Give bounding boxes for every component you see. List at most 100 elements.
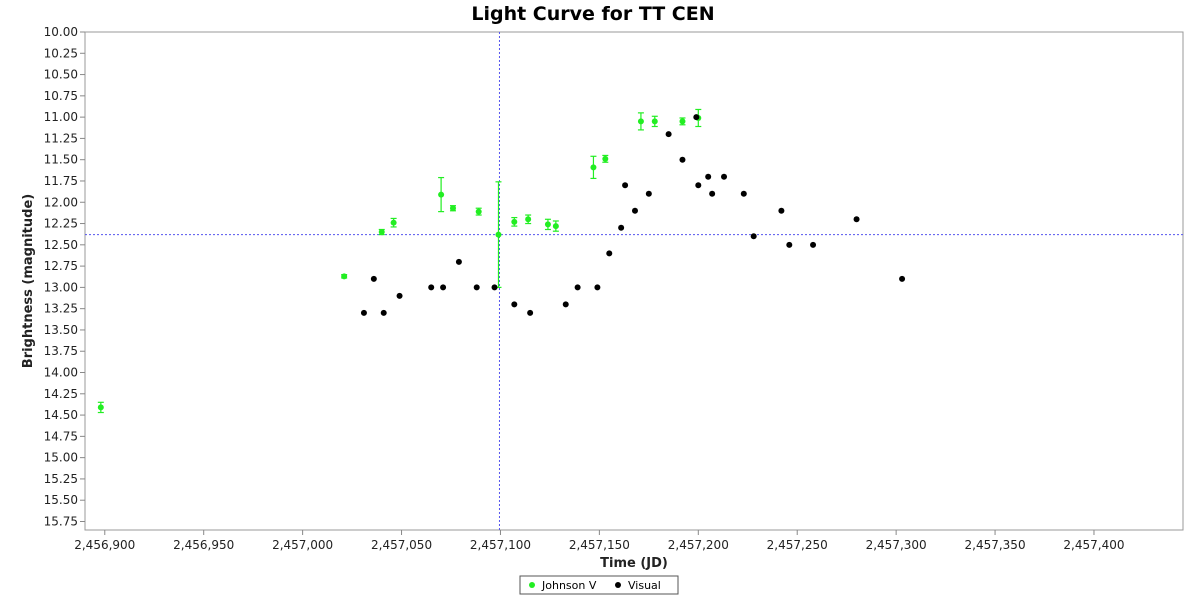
data-point (544, 221, 551, 228)
y-tick-label: 12.50 (44, 238, 78, 252)
x-tick-label: 2,456,950 (173, 538, 234, 552)
y-axis: 10.00 10.25 10.50 10.75 11.00 11.25 11.50 11.75… (44, 25, 85, 528)
y-tick-label: 15.00 (44, 451, 78, 465)
x-axis-label: Time (JD) (600, 556, 668, 571)
x-tick-label: 2,457,250 (767, 538, 828, 552)
y-tick-label: 10.00 (44, 25, 78, 39)
y-tick-label: 13.75 (44, 344, 78, 358)
x-tick-label: 2,457,300 (866, 538, 927, 552)
data-point (594, 284, 601, 291)
y-tick-label: 14.50 (44, 408, 78, 422)
data-point (693, 114, 700, 121)
x-tick-label: 2,457,150 (569, 538, 630, 552)
legend-items: Johnson V Visual (529, 579, 661, 592)
y-tick-label: 15.25 (44, 472, 78, 486)
data-point (449, 205, 456, 212)
y-tick-label: 12.25 (44, 217, 78, 231)
data-point (645, 190, 652, 197)
chart-title: Light Curve for TT CEN (471, 3, 714, 25)
data-point (899, 275, 906, 282)
data-point (721, 173, 728, 180)
data-point (440, 284, 447, 291)
y-tick-label: 13.50 (44, 323, 78, 337)
data-point (390, 219, 397, 226)
data-point (370, 275, 377, 282)
data-point (473, 284, 480, 291)
legend-marker (529, 582, 535, 588)
legend-label: Johnson V (541, 579, 597, 592)
y-tick-label: 11.00 (44, 110, 78, 124)
x-tick-label: 2,457,350 (965, 538, 1026, 552)
x-tick-label: 2,457,200 (668, 538, 729, 552)
y-tick-label: 10.75 (44, 89, 78, 103)
y-tick-label: 14.25 (44, 387, 78, 401)
data-point (428, 284, 435, 291)
y-tick-label: 14.00 (44, 366, 78, 380)
data-point (475, 208, 482, 215)
y-tick-label: 15.50 (44, 493, 78, 507)
data-point (360, 309, 367, 316)
y-tick-label: 12.00 (44, 195, 78, 209)
data-point (651, 118, 658, 125)
data-point (679, 156, 686, 163)
data-point (665, 131, 672, 138)
data-point (341, 273, 348, 280)
data-point (552, 223, 559, 230)
data-point (562, 301, 569, 308)
plot-frame (84, 31, 1184, 531)
x-tick-label: 2,457,100 (470, 538, 531, 552)
y-tick-label: 13.25 (44, 302, 78, 316)
y-tick-label: 11.75 (44, 174, 78, 188)
data-point (438, 191, 445, 198)
x-tick-label: 2,457,400 (1063, 538, 1124, 552)
data-point (618, 224, 625, 231)
x-tick-label: 2,457,050 (371, 538, 432, 552)
data-point (396, 292, 403, 299)
series-visual (360, 114, 906, 316)
x-axis: 2,456,900 2,456,950 2,457,000 2,457,050 2,45… (74, 530, 1125, 552)
data-point (695, 182, 702, 189)
series-layer (97, 108, 906, 414)
data-point (378, 229, 385, 236)
data-point (679, 118, 686, 125)
data-point (637, 118, 644, 125)
y-tick-label: 11.25 (44, 131, 78, 145)
legend-label: Visual (628, 579, 661, 592)
data-point (631, 207, 638, 214)
data-point (750, 233, 757, 240)
data-point (525, 216, 532, 223)
y-tick-label: 11.50 (44, 153, 78, 167)
legend-marker (615, 582, 621, 588)
data-point (740, 190, 747, 197)
data-point (602, 155, 609, 162)
y-tick-label: 12.75 (44, 259, 78, 273)
y-tick-label: 10.50 (44, 68, 78, 82)
data-point (527, 309, 534, 316)
data-point (606, 250, 613, 257)
crosshair (85, 32, 1183, 530)
data-point (511, 218, 518, 225)
data-point (786, 241, 793, 248)
data-point (590, 164, 597, 171)
data-point (853, 216, 860, 223)
x-tick-label: 2,457,000 (272, 538, 333, 552)
legend-box (519, 575, 679, 595)
data-point (495, 231, 502, 238)
legend: Johnson V Visual (519, 575, 679, 595)
data-point (622, 182, 629, 189)
data-point (709, 190, 716, 197)
y-tick-label: 14.75 (44, 429, 78, 443)
x-tick-label: 2,456,900 (74, 538, 135, 552)
y-axis-label: Brightness (magnitude) (21, 194, 36, 368)
data-point (778, 207, 785, 214)
data-point (810, 241, 817, 248)
y-tick-label: 15.75 (44, 514, 78, 528)
data-point (380, 309, 387, 316)
data-point (97, 404, 104, 411)
data-point (491, 284, 498, 291)
data-point (455, 258, 462, 265)
data-point (705, 173, 712, 180)
plot-area (84, 31, 1184, 531)
y-tick-label: 13.00 (44, 280, 78, 294)
